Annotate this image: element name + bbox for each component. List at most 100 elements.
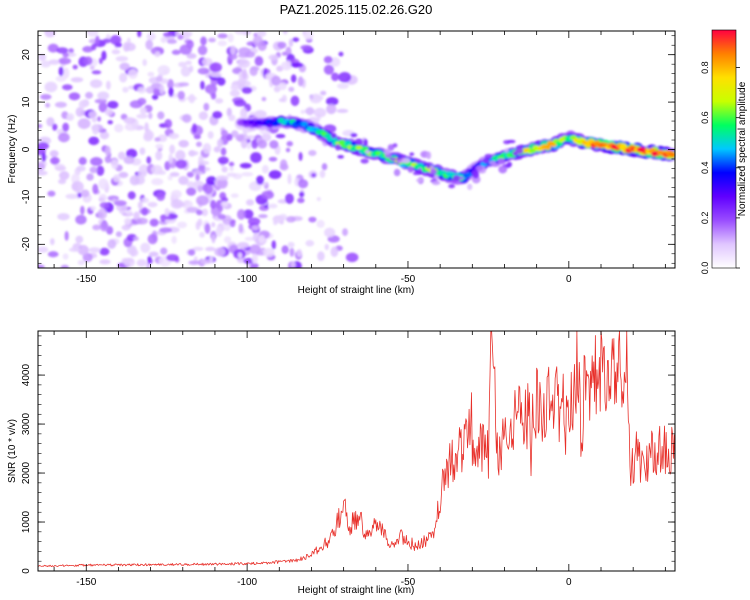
spectrogram-noise-cell — [186, 53, 197, 59]
snr-x-tick-label: -150 — [76, 577, 96, 588]
spectrogram-noise-cell — [261, 190, 274, 200]
spectrogram-y-ticks: -20 -10 0 10 20 — [21, 35, 675, 264]
spectrogram-noise-cell — [186, 206, 200, 213]
colorbar: 0.0 0.2 0.4 0.6 0.8 Normalized spectral ampl… — [700, 29, 748, 275]
spectrogram-noise-cell — [86, 31, 99, 37]
spectrogram-noise-cell — [175, 31, 180, 37]
spectrogram-noise-cell — [58, 57, 72, 65]
spectrogram-noise-cell — [325, 96, 339, 106]
spectrogram-noise-cell — [123, 217, 132, 225]
spectrogram-noise-cell — [58, 66, 64, 77]
spectrogram-noise-cell — [197, 67, 210, 75]
spectrogram-noise-cell — [96, 165, 105, 176]
spectrogram-noise-cell — [259, 130, 272, 135]
spectrogram-noise-cell — [205, 246, 216, 252]
spectrogram-noise-cell — [123, 156, 135, 165]
spectrogram-noise-cell — [324, 227, 336, 238]
colorbar-tick-label: 0.0 — [700, 262, 710, 275]
spectrogram-noise-cell — [126, 148, 138, 159]
spectrogram-noise-cell — [300, 44, 312, 51]
spectrogram-noise-cell — [123, 257, 135, 263]
spectrogram-noise-cell — [506, 161, 513, 167]
spectrogram-noise-cell — [288, 38, 294, 48]
spectrogram-noise-cell — [80, 205, 85, 215]
spectrogram-noise-cell — [154, 51, 161, 58]
spectrogram-noise-cell — [58, 132, 70, 143]
spectrogram-noise-cell — [338, 72, 352, 83]
spectrogram-x-tick-label: -150 — [76, 274, 96, 285]
spectrogram-noise-cell — [350, 132, 358, 138]
spectrogram-noise-cell — [164, 219, 172, 224]
spectrogram-noise-cell — [97, 116, 102, 122]
spectrogram-noise-cell — [331, 132, 337, 139]
spectrogram-noise-cell — [331, 72, 339, 82]
spectrogram-noise-cell — [62, 84, 73, 91]
spectrogram-noise-cell — [210, 199, 217, 209]
spectrogram-noise-cell — [258, 234, 266, 244]
spectrogram-noise-cell — [151, 94, 159, 100]
spectrogram-noise-cell — [303, 31, 314, 41]
spectrogram-noise-cell — [269, 140, 279, 149]
spectrogram-noise-cell — [360, 158, 369, 164]
spectrogram-marks — [38, 31, 675, 268]
spectrogram-noise-cell — [65, 193, 79, 200]
spectrogram-noise-cell — [200, 259, 211, 265]
spectrogram-y-tick-label: 10 — [21, 96, 32, 108]
spectrogram-noise-cell — [188, 260, 200, 265]
spectrogram-noise-cell — [89, 166, 98, 174]
spectrogram-noise-cell — [214, 247, 226, 257]
spectrogram-noise-cell — [160, 36, 167, 43]
spectrogram-noise-cell — [290, 74, 297, 83]
spectrogram-noise-cell — [498, 165, 508, 174]
spectrogram-noise-cell — [467, 183, 473, 191]
spectrogram-noise-cell — [77, 259, 85, 266]
spectrogram-noise-cell — [107, 100, 119, 109]
spectrogram-noise-cell — [299, 191, 305, 198]
spectrogram-noise-cell — [337, 154, 345, 159]
spectrogram-noise-cell — [271, 240, 277, 250]
spectrogram-noise-cell — [458, 176, 464, 180]
spectrogram-noise-cell — [140, 197, 150, 203]
snr-y-tick-label: 4000 — [21, 364, 32, 387]
spectrogram-noise-cell — [220, 147, 227, 156]
spectrogram-noise-cell — [392, 143, 398, 148]
spectrogram-noise-cell — [250, 152, 262, 163]
spectrogram-noise-cell — [147, 201, 158, 208]
spectrogram-noise-cell — [123, 117, 136, 124]
spectrogram-noise-cell — [171, 49, 181, 55]
spectrogram-noise-cell — [125, 210, 133, 216]
spectrogram-noise-cell — [482, 158, 490, 164]
spectrogram-noise-cell — [95, 35, 100, 46]
spectrogram-noise-cell — [416, 178, 423, 182]
spectrogram-noise-cell — [245, 199, 255, 206]
colorbar-tick-label: 0.6 — [700, 111, 710, 124]
spectrogram-noise-cell — [169, 172, 180, 177]
spectrogram-noise-cell — [157, 111, 165, 120]
spectrogram-noise-cell — [488, 160, 497, 166]
spectrogram-noise-cell — [177, 34, 184, 40]
spectrogram-noise-cell — [178, 82, 190, 87]
spectrogram-noise-cell — [167, 175, 173, 181]
spectrogram-noise-cell — [204, 223, 211, 234]
spectrogram-noise-cell — [241, 172, 254, 177]
spectrogram-noise-cell — [272, 215, 285, 224]
spectrogram-noise-cell — [94, 98, 107, 104]
spectrogram-noise-cell — [351, 151, 361, 155]
spectrogram-noise-cell — [146, 156, 152, 164]
spectrogram-noise-cell — [338, 51, 344, 57]
spectrogram-noise-cell — [137, 201, 143, 210]
spectrogram-noise-cell — [228, 114, 236, 122]
spectrogram-noise-cell — [305, 240, 315, 247]
spectrogram-noise-cell — [47, 43, 59, 53]
spectrogram-noise-cell — [97, 208, 108, 220]
spectrogram-noise-cell — [113, 200, 127, 207]
spectrogram-noise-cell — [514, 148, 524, 155]
spectrogram-noise-cell — [99, 259, 111, 265]
spectrogram-noise-cell — [342, 228, 348, 236]
spectrogram-noise-cell — [168, 87, 174, 97]
spectrogram-noise-cell — [239, 162, 252, 169]
spectrogram-noise-cell — [180, 66, 191, 77]
spectrogram-noise-cell — [229, 166, 234, 172]
spectrogram-noise-cell — [142, 58, 148, 67]
spectrogram-noise-cell — [122, 86, 129, 93]
